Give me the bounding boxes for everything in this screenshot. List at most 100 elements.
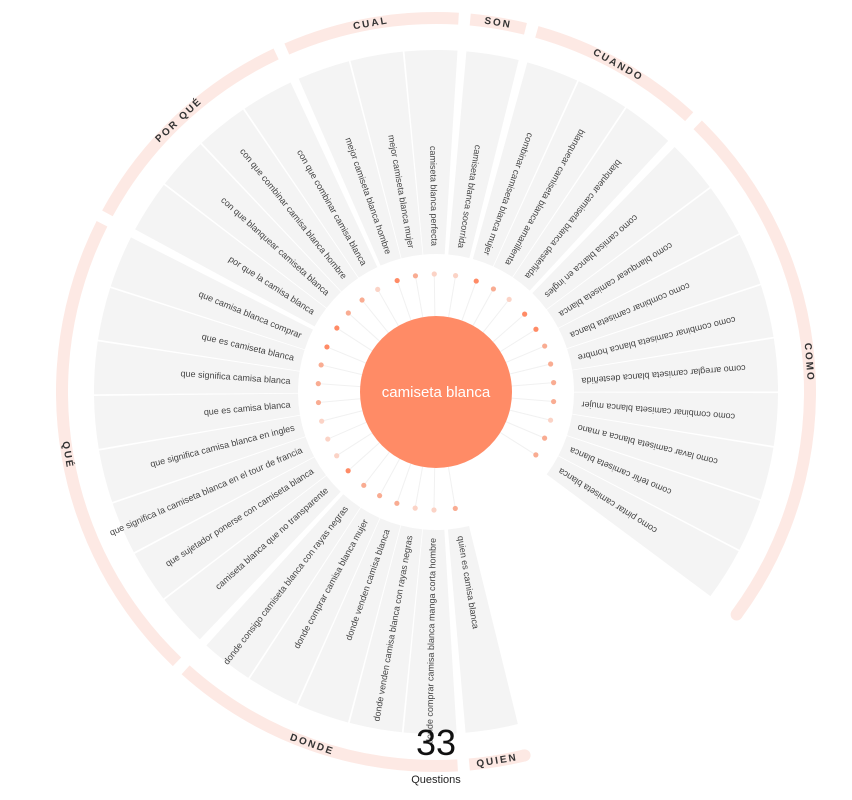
question-wedge[interactable] (546, 188, 739, 328)
question-wedge[interactable] (447, 525, 518, 733)
question-wedge[interactable] (298, 61, 401, 266)
question-wedge[interactable] (94, 341, 300, 395)
question-spoke (414, 466, 424, 509)
question-wedge[interactable] (244, 82, 378, 278)
center-circle[interactable] (360, 316, 512, 468)
question-dot (394, 277, 400, 284)
question-spoke (396, 280, 412, 321)
question-dot (412, 505, 418, 511)
question-wedge[interactable] (403, 529, 457, 734)
wedge-layer (94, 49, 778, 734)
question-spoke (433, 467, 436, 510)
question-wedge[interactable] (297, 518, 401, 723)
group-ring-segment[interactable] (693, 120, 816, 619)
group-label[interactable]: POR QUÉ (152, 94, 205, 145)
question-wedge[interactable] (350, 51, 423, 259)
group-ring-segment[interactable] (469, 13, 527, 35)
question-dot (315, 381, 321, 387)
question-wedge[interactable] (98, 288, 305, 371)
question-spoke (447, 466, 456, 509)
question-count-label: Questions (411, 774, 461, 786)
question-wedge[interactable] (164, 144, 341, 308)
center-keyword: camiseta blanca (382, 384, 491, 401)
question-wedge[interactable] (134, 457, 326, 599)
group-ring-segment[interactable] (284, 12, 459, 55)
question-dot (325, 436, 331, 442)
question-dot (412, 273, 419, 279)
question-spoke (505, 345, 545, 363)
question-wedge[interactable] (448, 51, 519, 259)
group-label[interactable]: QUÉ (59, 440, 76, 469)
question-dot (361, 482, 367, 488)
group-ring-segment[interactable] (102, 48, 279, 217)
question-dot (431, 271, 437, 277)
question-wedge[interactable] (493, 81, 626, 278)
question-spoke (336, 432, 373, 457)
group-label[interactable]: COMO (802, 342, 816, 382)
question-wedge[interactable] (110, 237, 313, 350)
question-wedge[interactable] (164, 475, 341, 640)
question-dot (431, 507, 437, 513)
question-wedge[interactable] (135, 184, 327, 327)
group-ring-layer (55, 12, 816, 772)
question-spoke (336, 327, 373, 352)
question-wedge[interactable] (201, 109, 359, 292)
question-spoke (361, 299, 389, 334)
question-spoke (500, 328, 537, 353)
question-dot (452, 273, 459, 279)
question-wedge[interactable] (567, 414, 774, 500)
question-label[interactable]: camiseta blanca perfecta (428, 146, 439, 246)
question-dot (394, 500, 400, 506)
question-wedge[interactable] (249, 507, 380, 705)
question-spoke (472, 288, 494, 326)
group-label[interactable]: CUAL (352, 15, 389, 32)
question-wedge[interactable] (532, 147, 710, 310)
question-dot (375, 286, 381, 293)
question-dot (318, 362, 324, 368)
question-wedge[interactable] (572, 338, 778, 392)
question-wedge[interactable] (349, 525, 423, 733)
question-spoke (509, 363, 551, 375)
question-spoke (414, 275, 424, 318)
question-dot (551, 398, 557, 405)
question-dot (345, 310, 351, 316)
group-ring-segment[interactable] (181, 665, 458, 772)
question-wedge[interactable] (512, 108, 669, 291)
question-dot (522, 311, 528, 317)
question-spoke (377, 289, 399, 327)
question-wedge[interactable] (99, 415, 306, 502)
question-spoke (396, 463, 412, 504)
question-wedge[interactable] (472, 62, 578, 267)
question-dot (452, 505, 458, 512)
question-label[interactable]: donde comprar camisa blanca manga corta … (424, 538, 438, 744)
question-wedge[interactable] (558, 435, 761, 550)
group-ring-segment[interactable] (535, 26, 694, 122)
question-wedge[interactable] (546, 456, 739, 597)
question-spoke (347, 442, 380, 472)
question-dot (324, 344, 330, 350)
question-wedge[interactable] (112, 437, 315, 553)
question-wedge[interactable] (567, 285, 774, 370)
question-wedge[interactable] (404, 49, 458, 255)
question-spoke (448, 275, 457, 318)
question-dot (506, 296, 512, 303)
spoke-layer (315, 271, 557, 513)
question-spoke (327, 421, 367, 440)
question-dot (551, 380, 557, 386)
question-spoke (347, 312, 380, 342)
question-dot (533, 326, 539, 332)
group-label[interactable]: CUANDO (591, 47, 645, 84)
question-wedge[interactable] (572, 392, 778, 447)
question-wedge[interactable] (94, 393, 300, 449)
group-label[interactable]: DONDE (288, 732, 335, 758)
question-spoke (500, 432, 537, 456)
question-dot (315, 399, 322, 406)
question-dot (542, 435, 548, 441)
question-count: 33 (415, 722, 457, 763)
group-ring-segment[interactable] (468, 749, 526, 771)
question-wedge[interactable] (558, 234, 761, 349)
group-label[interactable]: SON (483, 16, 512, 31)
question-wedge[interactable] (206, 494, 361, 678)
center-hub: camiseta blanca (360, 316, 512, 468)
